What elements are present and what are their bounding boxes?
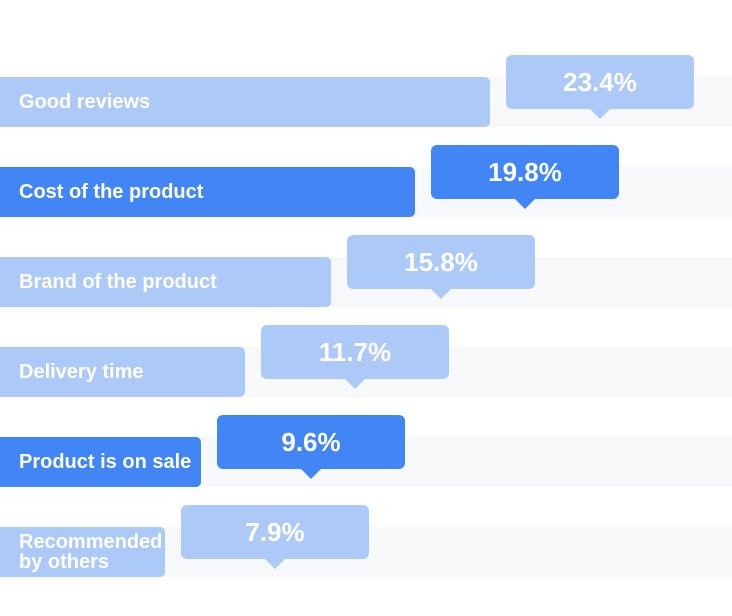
data-label: 9.6% <box>281 427 341 457</box>
value-bubble: 15.8% <box>347 235 535 299</box>
category-label: Cost of the product <box>19 181 204 203</box>
data-label: 7.9% <box>245 517 305 547</box>
bar: Brand of the product <box>0 257 331 307</box>
bar: Delivery time <box>0 347 245 397</box>
bar: Recommended by others <box>0 527 165 577</box>
bar: Good reviews <box>0 77 490 127</box>
category-label: Recommended by others <box>19 531 163 573</box>
value-bubble: 23.4% <box>506 55 694 119</box>
bar: Product is on sale <box>0 437 201 487</box>
category-label: Good reviews <box>19 91 151 113</box>
value-bubble: 11.7% <box>261 325 449 389</box>
category-label: Delivery time <box>19 361 144 383</box>
category-label: Product is on sale <box>19 451 192 473</box>
value-bubble: 19.8% <box>431 145 619 209</box>
data-label: 23.4% <box>563 67 637 97</box>
data-label: 19.8% <box>488 157 562 187</box>
category-label: Brand of the product <box>19 271 217 293</box>
value-bubble: 7.9% <box>181 505 369 569</box>
data-label: 15.8% <box>404 247 478 277</box>
bar: Cost of the product <box>0 167 415 217</box>
value-bubble: 9.6% <box>217 415 405 479</box>
data-label: 11.7% <box>318 337 392 367</box>
